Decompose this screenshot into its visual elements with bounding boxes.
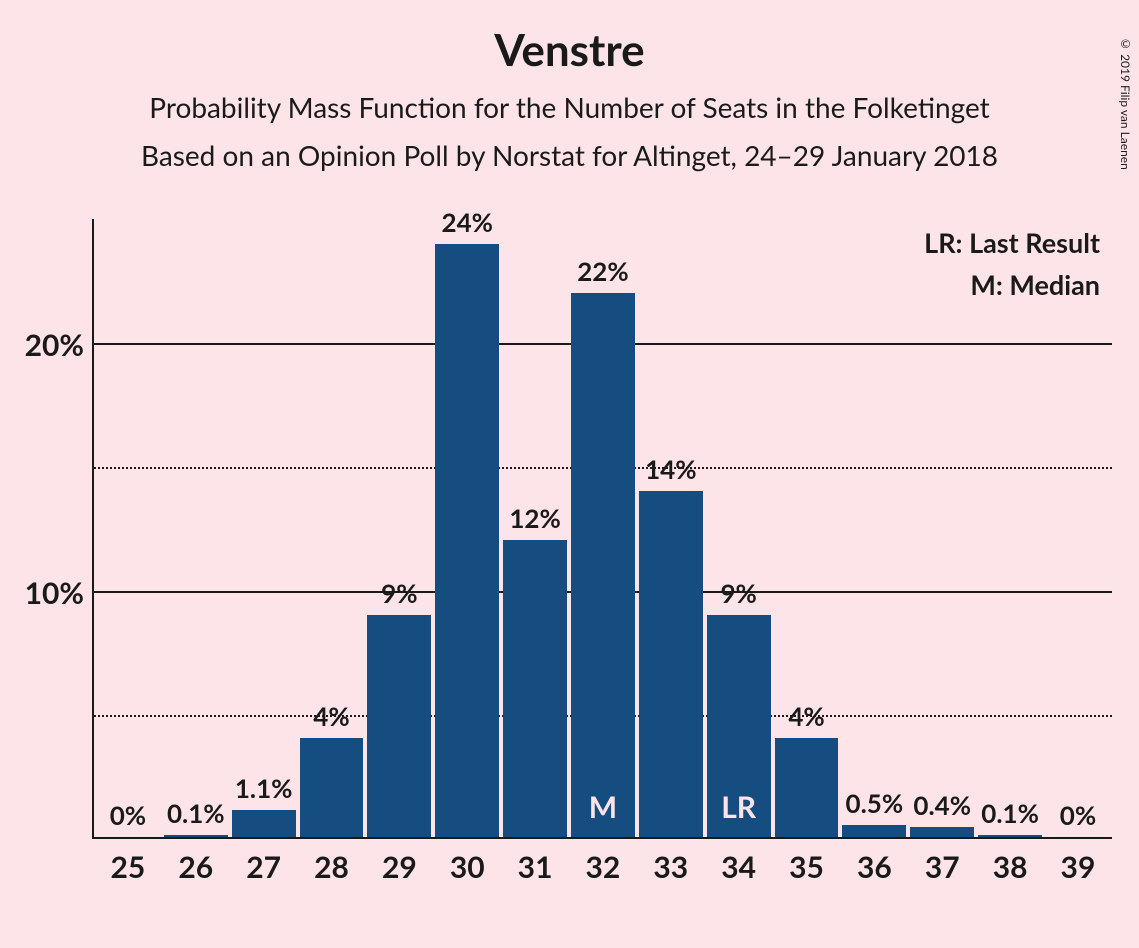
x-axis-label: 25 (111, 849, 146, 885)
bar-value-label: 4% (313, 700, 349, 732)
x-axis-label: 31 (518, 849, 553, 885)
x-axis-label: 38 (993, 849, 1028, 885)
bar-value-label: 9% (381, 577, 417, 609)
bar-value-label: 0% (110, 799, 146, 831)
bar-slot: 0.1%38 (976, 219, 1044, 837)
bar-value-label: 0.4% (913, 789, 971, 821)
bar: 24% (435, 244, 499, 837)
bar: 14% (639, 491, 703, 837)
x-axis-label: 30 (450, 849, 485, 885)
bar-slot: 22%M32 (569, 219, 637, 837)
bar-slot: 4%28 (298, 219, 366, 837)
bar: 9%LR (707, 615, 771, 837)
bar-slot: 0.4%37 (908, 219, 976, 837)
chart-title: Venstre (0, 24, 1139, 76)
x-axis-label: 27 (246, 849, 281, 885)
bar: 22%M (571, 293, 635, 837)
bar: 4% (775, 738, 839, 837)
x-axis-label: 32 (586, 849, 621, 885)
x-axis-label: 34 (721, 849, 756, 885)
bar-value-label: 9% (720, 577, 756, 609)
bar: 0.4% (910, 827, 974, 837)
x-axis-label: 28 (314, 849, 349, 885)
bar-slot: 0%39 (1044, 219, 1112, 837)
y-axis-label: 10% (25, 575, 84, 611)
bar-slot: 0%25 (94, 219, 162, 837)
bar-value-label: 22% (577, 255, 628, 287)
bar-value-label: 0% (1060, 799, 1096, 831)
x-axis-label: 26 (178, 849, 213, 885)
bar-slot: 14%33 (637, 219, 705, 837)
bars-group: 0%250.1%261.1%274%289%2924%3012%3122%M32… (94, 219, 1112, 837)
bar: 9% (367, 615, 431, 837)
legend-m: M: Median (924, 264, 1100, 306)
x-axis-label: 29 (382, 849, 417, 885)
bar-marker: M (589, 789, 617, 825)
bar-slot: 4%35 (773, 219, 841, 837)
bar-value-label: 14% (645, 453, 696, 485)
bar-slot: 9%LR34 (705, 219, 773, 837)
bar-slot: 24%30 (433, 219, 501, 837)
bar: 0.1% (978, 835, 1042, 837)
bar-value-label: 12% (509, 502, 560, 534)
bar-marker: LR (721, 789, 756, 825)
plot-area: 10%20% 0%250.1%261.1%274%289%2924%3012%3… (92, 219, 1112, 839)
chart-legend: LR: Last Result M: Median (924, 222, 1100, 306)
x-axis-label: 39 (1061, 849, 1096, 885)
bar: 12% (503, 540, 567, 837)
x-axis-label: 37 (925, 849, 960, 885)
y-axis-label: 20% (25, 327, 84, 363)
bar: 4% (300, 738, 364, 837)
bar-slot: 9%29 (365, 219, 433, 837)
bar-value-label: 0.5% (846, 787, 904, 819)
bar-value-label: 0.1% (167, 797, 225, 829)
x-axis-label: 33 (653, 849, 688, 885)
bar: 0.5% (842, 825, 906, 837)
bar-slot: 12%31 (501, 219, 569, 837)
bar-slot: 1.1%27 (230, 219, 298, 837)
bar-value-label: 0.1% (981, 797, 1039, 829)
bar-value-label: 1.1% (235, 772, 293, 804)
chart-subtitle-2: Based on an Opinion Poll by Norstat for … (0, 138, 1139, 172)
bar: 1.1% (232, 810, 296, 837)
legend-lr: LR: Last Result (924, 222, 1100, 264)
bar-slot: 0.5%36 (840, 219, 908, 837)
bar-slot: 0.1%26 (162, 219, 230, 837)
chart-subtitle-1: Probability Mass Function for the Number… (0, 90, 1139, 124)
copyright-text: © 2019 Filip van Laenen (1118, 36, 1133, 170)
chart-container: 10%20% 0%250.1%261.1%274%289%2924%3012%3… (92, 219, 1112, 879)
bar-value-label: 4% (788, 700, 824, 732)
bar: 0.1% (164, 835, 228, 837)
x-axis-label: 36 (857, 849, 892, 885)
bar-value-label: 24% (441, 206, 492, 238)
x-axis-label: 35 (789, 849, 824, 885)
